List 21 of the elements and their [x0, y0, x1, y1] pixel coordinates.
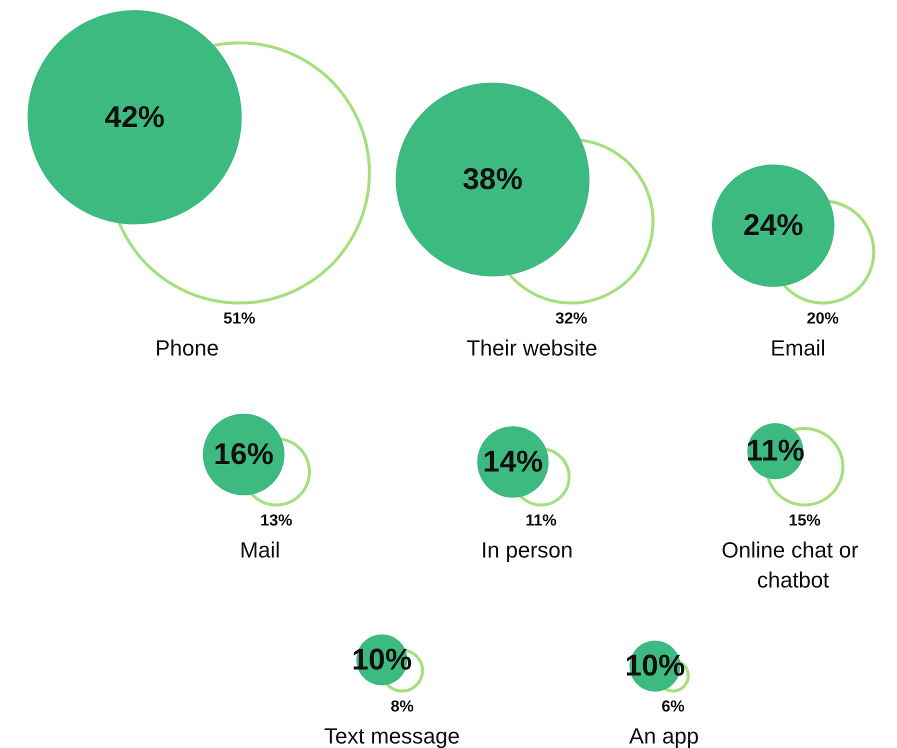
data-label: 38%: [462, 163, 523, 196]
category-label: In person: [481, 538, 573, 562]
category-label: Text message: [324, 724, 460, 748]
category-label: Online chat or chatbot: [722, 538, 858, 592]
category-label: An app: [629, 724, 699, 748]
category-label: Mail: [240, 538, 280, 562]
data-label: 20%: [806, 310, 839, 328]
data-label: 6%: [661, 698, 685, 716]
data-label: 14%: [482, 445, 543, 478]
data-label: 15%: [788, 512, 821, 530]
category-label: Phone: [155, 336, 219, 360]
data-label: 24%: [743, 209, 804, 242]
data-label: 13%: [260, 512, 292, 530]
data-label: 51%: [223, 310, 256, 328]
category-label: Their website: [466, 336, 598, 360]
data-label: 32%: [555, 310, 588, 328]
category-label: Email: [770, 336, 826, 360]
data-label: 11%: [526, 512, 557, 530]
data-label: 42%: [104, 100, 165, 134]
data-label: 8%: [390, 698, 414, 716]
data-label: 16%: [214, 438, 274, 471]
